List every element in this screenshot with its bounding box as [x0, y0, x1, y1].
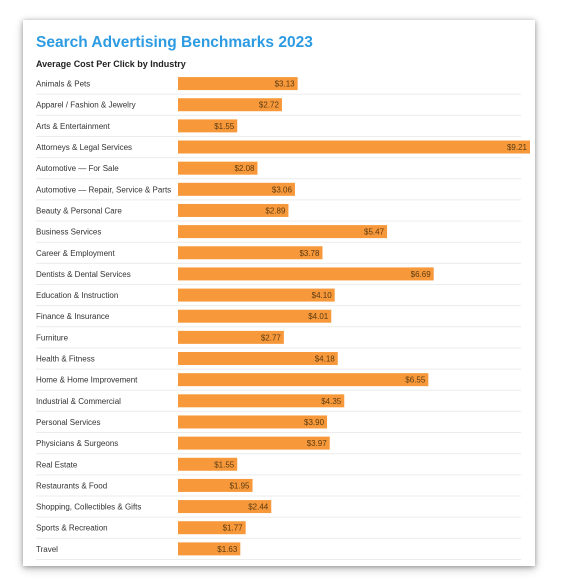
- category-label: Education & Instruction: [36, 291, 118, 300]
- bar: [178, 225, 388, 239]
- category-label: Animals & Pets: [36, 80, 90, 89]
- value-label: $1.77: [223, 524, 244, 533]
- bar: [178, 140, 530, 154]
- value-label: $4.35: [321, 397, 342, 406]
- bar: [178, 161, 258, 175]
- category-label: Shopping, Collectibles & Gifts: [36, 503, 141, 512]
- chart-subtitle: Average Cost Per Click by Industry: [36, 59, 186, 69]
- bar: [178, 394, 345, 408]
- category-label: Dentists & Dental Services: [36, 270, 131, 279]
- category-label: Health & Fitness: [36, 355, 95, 364]
- bar-chart: Animals & Pets $3.13 Apparel / Fashion & J…: [36, 77, 530, 560]
- bar: [178, 330, 284, 344]
- chart-title: Search Advertising Benchmarks 2023: [36, 34, 313, 51]
- value-label: $1.55: [214, 122, 235, 131]
- category-label: Automotive — For Sale: [36, 164, 119, 173]
- category-label: Sports & Recreation: [36, 524, 108, 533]
- bar: [178, 352, 338, 366]
- bar: [178, 478, 253, 492]
- bar: [178, 267, 434, 281]
- value-label: $3.90: [304, 418, 325, 427]
- bar: [178, 521, 246, 535]
- value-label: $2.72: [259, 101, 280, 110]
- bar: [178, 309, 332, 323]
- chart-card: Search Advertising Benchmarks 2023 Avera…: [23, 20, 535, 566]
- value-label: $1.55: [214, 460, 235, 469]
- category-label: Real Estate: [36, 460, 78, 469]
- value-label: $4.18: [315, 355, 336, 364]
- bar: [178, 182, 295, 196]
- value-label: $3.13: [275, 80, 296, 89]
- category-label: Arts & Entertainment: [36, 122, 111, 131]
- value-label: $6.55: [405, 376, 426, 385]
- category-label: Finance & Insurance: [36, 312, 110, 321]
- category-label: Attorneys & Legal Services: [36, 143, 132, 152]
- value-label: $2.44: [248, 503, 269, 512]
- category-label: Beauty & Personal Care: [36, 206, 122, 215]
- category-label: Apparel / Fashion & Jewelry: [36, 101, 136, 110]
- bar: [178, 415, 328, 429]
- bar: [178, 436, 330, 450]
- category-label: Automotive — Repair, Service & Parts: [36, 185, 171, 194]
- value-label: $2.89: [265, 206, 286, 215]
- bar: [178, 457, 238, 471]
- value-label: $2.77: [261, 333, 282, 342]
- bar: [178, 500, 272, 514]
- bar: [178, 373, 429, 387]
- bar: [178, 98, 282, 112]
- bar: [178, 246, 323, 260]
- category-label: Home & Home Improvement: [36, 376, 138, 385]
- value-label: $4.10: [312, 291, 333, 300]
- value-label: $9.21: [507, 143, 528, 152]
- value-label: $3.06: [272, 185, 293, 194]
- value-label: $2.08: [234, 164, 255, 173]
- category-label: Business Services: [36, 228, 101, 237]
- bar: [178, 77, 298, 91]
- category-label: Restaurants & Food: [36, 481, 107, 490]
- bar: [178, 542, 241, 556]
- value-label: $3.97: [307, 439, 328, 448]
- category-label: Furniture: [36, 333, 69, 342]
- category-label: Personal Services: [36, 418, 100, 427]
- value-label: $4.01: [308, 312, 329, 321]
- category-label: Career & Employment: [36, 249, 115, 258]
- value-label: $6.69: [411, 270, 432, 279]
- category-label: Physicians & Surgeons: [36, 439, 118, 448]
- bar: [178, 119, 238, 133]
- value-label: $5.47: [364, 228, 385, 237]
- bar: [178, 203, 289, 217]
- value-label: $3.78: [299, 249, 320, 258]
- category-label: Industrial & Commercial: [36, 397, 121, 406]
- category-label: Travel: [36, 545, 58, 554]
- bar: [178, 288, 335, 302]
- value-label: $1.63: [217, 545, 238, 554]
- value-label: $1.95: [229, 481, 250, 490]
